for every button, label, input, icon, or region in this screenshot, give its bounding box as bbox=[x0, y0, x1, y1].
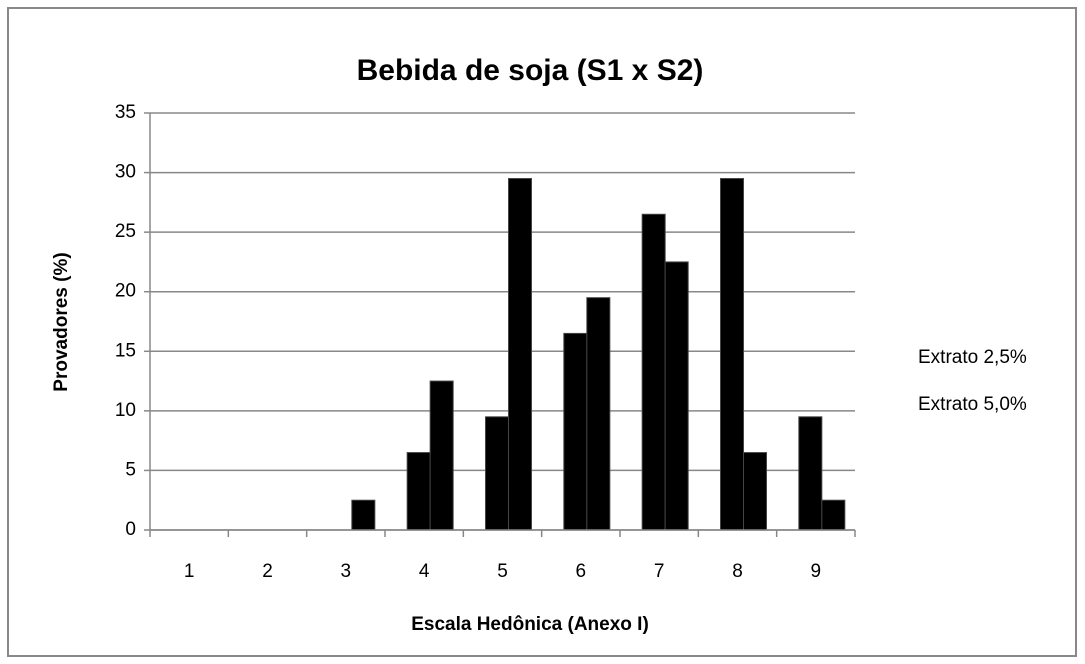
x-tick-label: 1 bbox=[184, 561, 195, 582]
x-tick-label: 3 bbox=[341, 561, 352, 582]
bar bbox=[485, 416, 509, 531]
y-axis-label: Provadores (%) bbox=[51, 252, 72, 391]
x-tick-label: 7 bbox=[654, 561, 665, 582]
bar bbox=[508, 178, 532, 531]
x-tick-label: 4 bbox=[419, 561, 430, 582]
bar bbox=[798, 416, 823, 531]
bar bbox=[406, 452, 431, 531]
bar bbox=[563, 332, 588, 531]
legend-label: Extrato 2,5% bbox=[918, 347, 1027, 368]
bar bbox=[351, 499, 376, 531]
x-tick-label: 6 bbox=[576, 561, 587, 582]
bar bbox=[641, 213, 666, 531]
x-tick-label: 2 bbox=[262, 561, 273, 582]
bar bbox=[743, 452, 767, 531]
chart-title: Bebida de soja (S1 x S2) bbox=[357, 54, 704, 87]
y-tick-label: 5 bbox=[125, 459, 136, 480]
y-tick-label: 0 bbox=[125, 519, 136, 540]
x-axis-label: Escala Hedônica (Anexo I) bbox=[411, 614, 649, 635]
x-tick-label: 8 bbox=[732, 561, 743, 582]
y-tick-label: 35 bbox=[115, 102, 136, 123]
bar bbox=[821, 499, 846, 531]
y-tick-label: 25 bbox=[115, 221, 136, 242]
chart-border bbox=[7, 7, 1077, 657]
y-tick-label: 20 bbox=[115, 281, 136, 302]
legend-label: Extrato 5,0% bbox=[918, 394, 1027, 415]
bar bbox=[586, 297, 611, 531]
y-tick-label: 15 bbox=[115, 340, 136, 361]
bar bbox=[429, 380, 454, 531]
x-tick-label: 9 bbox=[811, 561, 822, 582]
y-tick-label: 10 bbox=[115, 400, 136, 421]
y-tick-label: 30 bbox=[115, 162, 136, 183]
x-tick-label: 5 bbox=[497, 561, 508, 582]
bar bbox=[664, 261, 689, 531]
bar bbox=[720, 178, 744, 531]
